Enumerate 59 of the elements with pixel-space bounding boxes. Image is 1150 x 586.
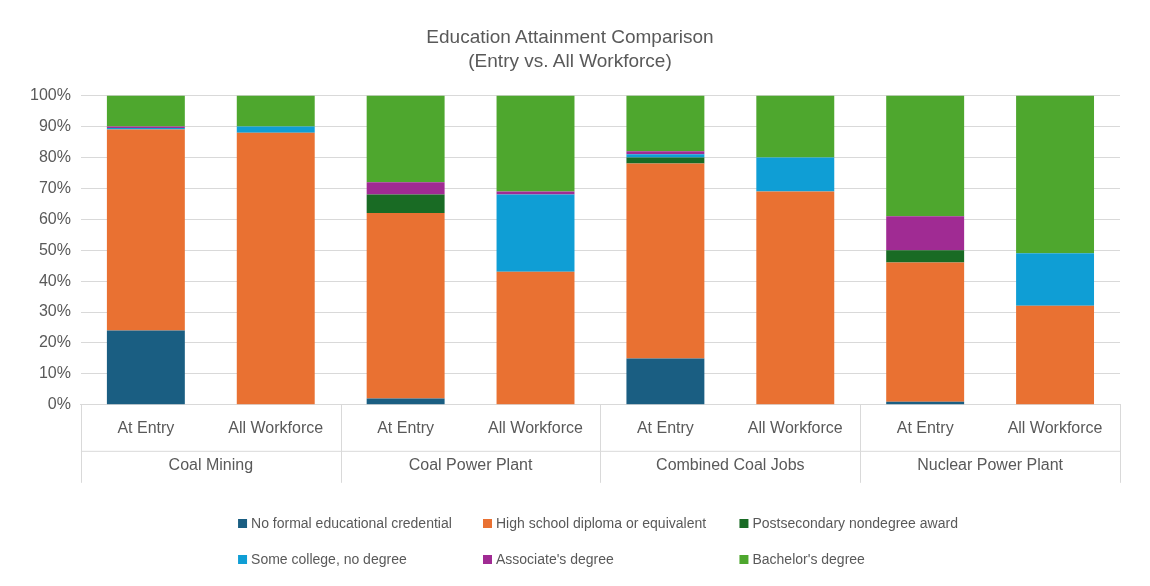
bar <box>366 182 445 195</box>
text: Coal Mining <box>168 456 254 474</box>
y-tick-label: 30% <box>38 302 71 320</box>
y-tick-label: 50% <box>38 240 71 258</box>
text: Coal Power Plant <box>408 456 533 474</box>
legend-label: Some college, no degree <box>251 550 407 567</box>
x-tick-label: At Entry <box>377 418 435 436</box>
bar <box>756 191 835 405</box>
legend-label: Postsecondary nondegree award <box>752 514 958 531</box>
x-tick-label: At Entry <box>117 418 175 436</box>
legend-label: No formal educational credential <box>251 514 452 531</box>
bar <box>886 250 965 263</box>
bar <box>626 163 705 359</box>
y-tick-label: 70% <box>38 178 71 196</box>
bar <box>366 95 445 183</box>
bar <box>886 262 965 402</box>
bar <box>496 95 575 192</box>
bar <box>626 157 705 164</box>
chart-title: Education Attainment Comparison <box>426 25 714 47</box>
bar <box>236 95 315 127</box>
bar <box>626 358 705 405</box>
bar <box>1016 95 1095 254</box>
bar <box>626 95 705 152</box>
bar <box>106 330 185 405</box>
bar <box>1016 305 1095 405</box>
x-tick-label: All Workforce <box>747 418 843 436</box>
y-tick-label: 40% <box>38 271 71 289</box>
y-tick-label: 20% <box>38 333 71 351</box>
bar <box>366 194 445 214</box>
bar <box>236 132 315 405</box>
legend-label: Associate's degree <box>496 550 615 567</box>
x-tick-label: At Entry <box>636 418 694 436</box>
legend-label: High school diploma or equivalent <box>496 514 707 531</box>
bar <box>756 95 835 158</box>
bar <box>496 194 575 272</box>
bar <box>496 271 575 405</box>
y-tick-label: 90% <box>38 116 71 134</box>
bar <box>496 191 575 195</box>
chart-subtitle: (Entry vs. All Workforce) <box>468 50 672 72</box>
legend-label: Bachelor's degree <box>752 550 866 567</box>
bar <box>886 216 965 251</box>
x-tick-label: All Workforce <box>228 418 324 436</box>
bar <box>106 129 185 331</box>
x-tick-label: All Workforce <box>1007 418 1103 436</box>
x-tick-label: At Entry <box>896 418 954 436</box>
y-tick-label: 0% <box>47 395 71 413</box>
y-tick-label: 80% <box>38 147 71 165</box>
bar <box>106 95 185 127</box>
text: Nuclear Power Plant <box>917 456 1064 474</box>
y-tick-label: 100% <box>30 86 71 104</box>
y-tick-label: 60% <box>38 209 71 227</box>
x-tick-label: All Workforce <box>488 418 584 436</box>
text: Combined Coal Jobs <box>656 456 805 474</box>
y-tick-label: 10% <box>38 364 71 382</box>
bar <box>886 95 965 217</box>
bar <box>366 213 445 399</box>
bar <box>236 126 315 133</box>
bar <box>1016 253 1095 306</box>
bar <box>756 157 835 192</box>
